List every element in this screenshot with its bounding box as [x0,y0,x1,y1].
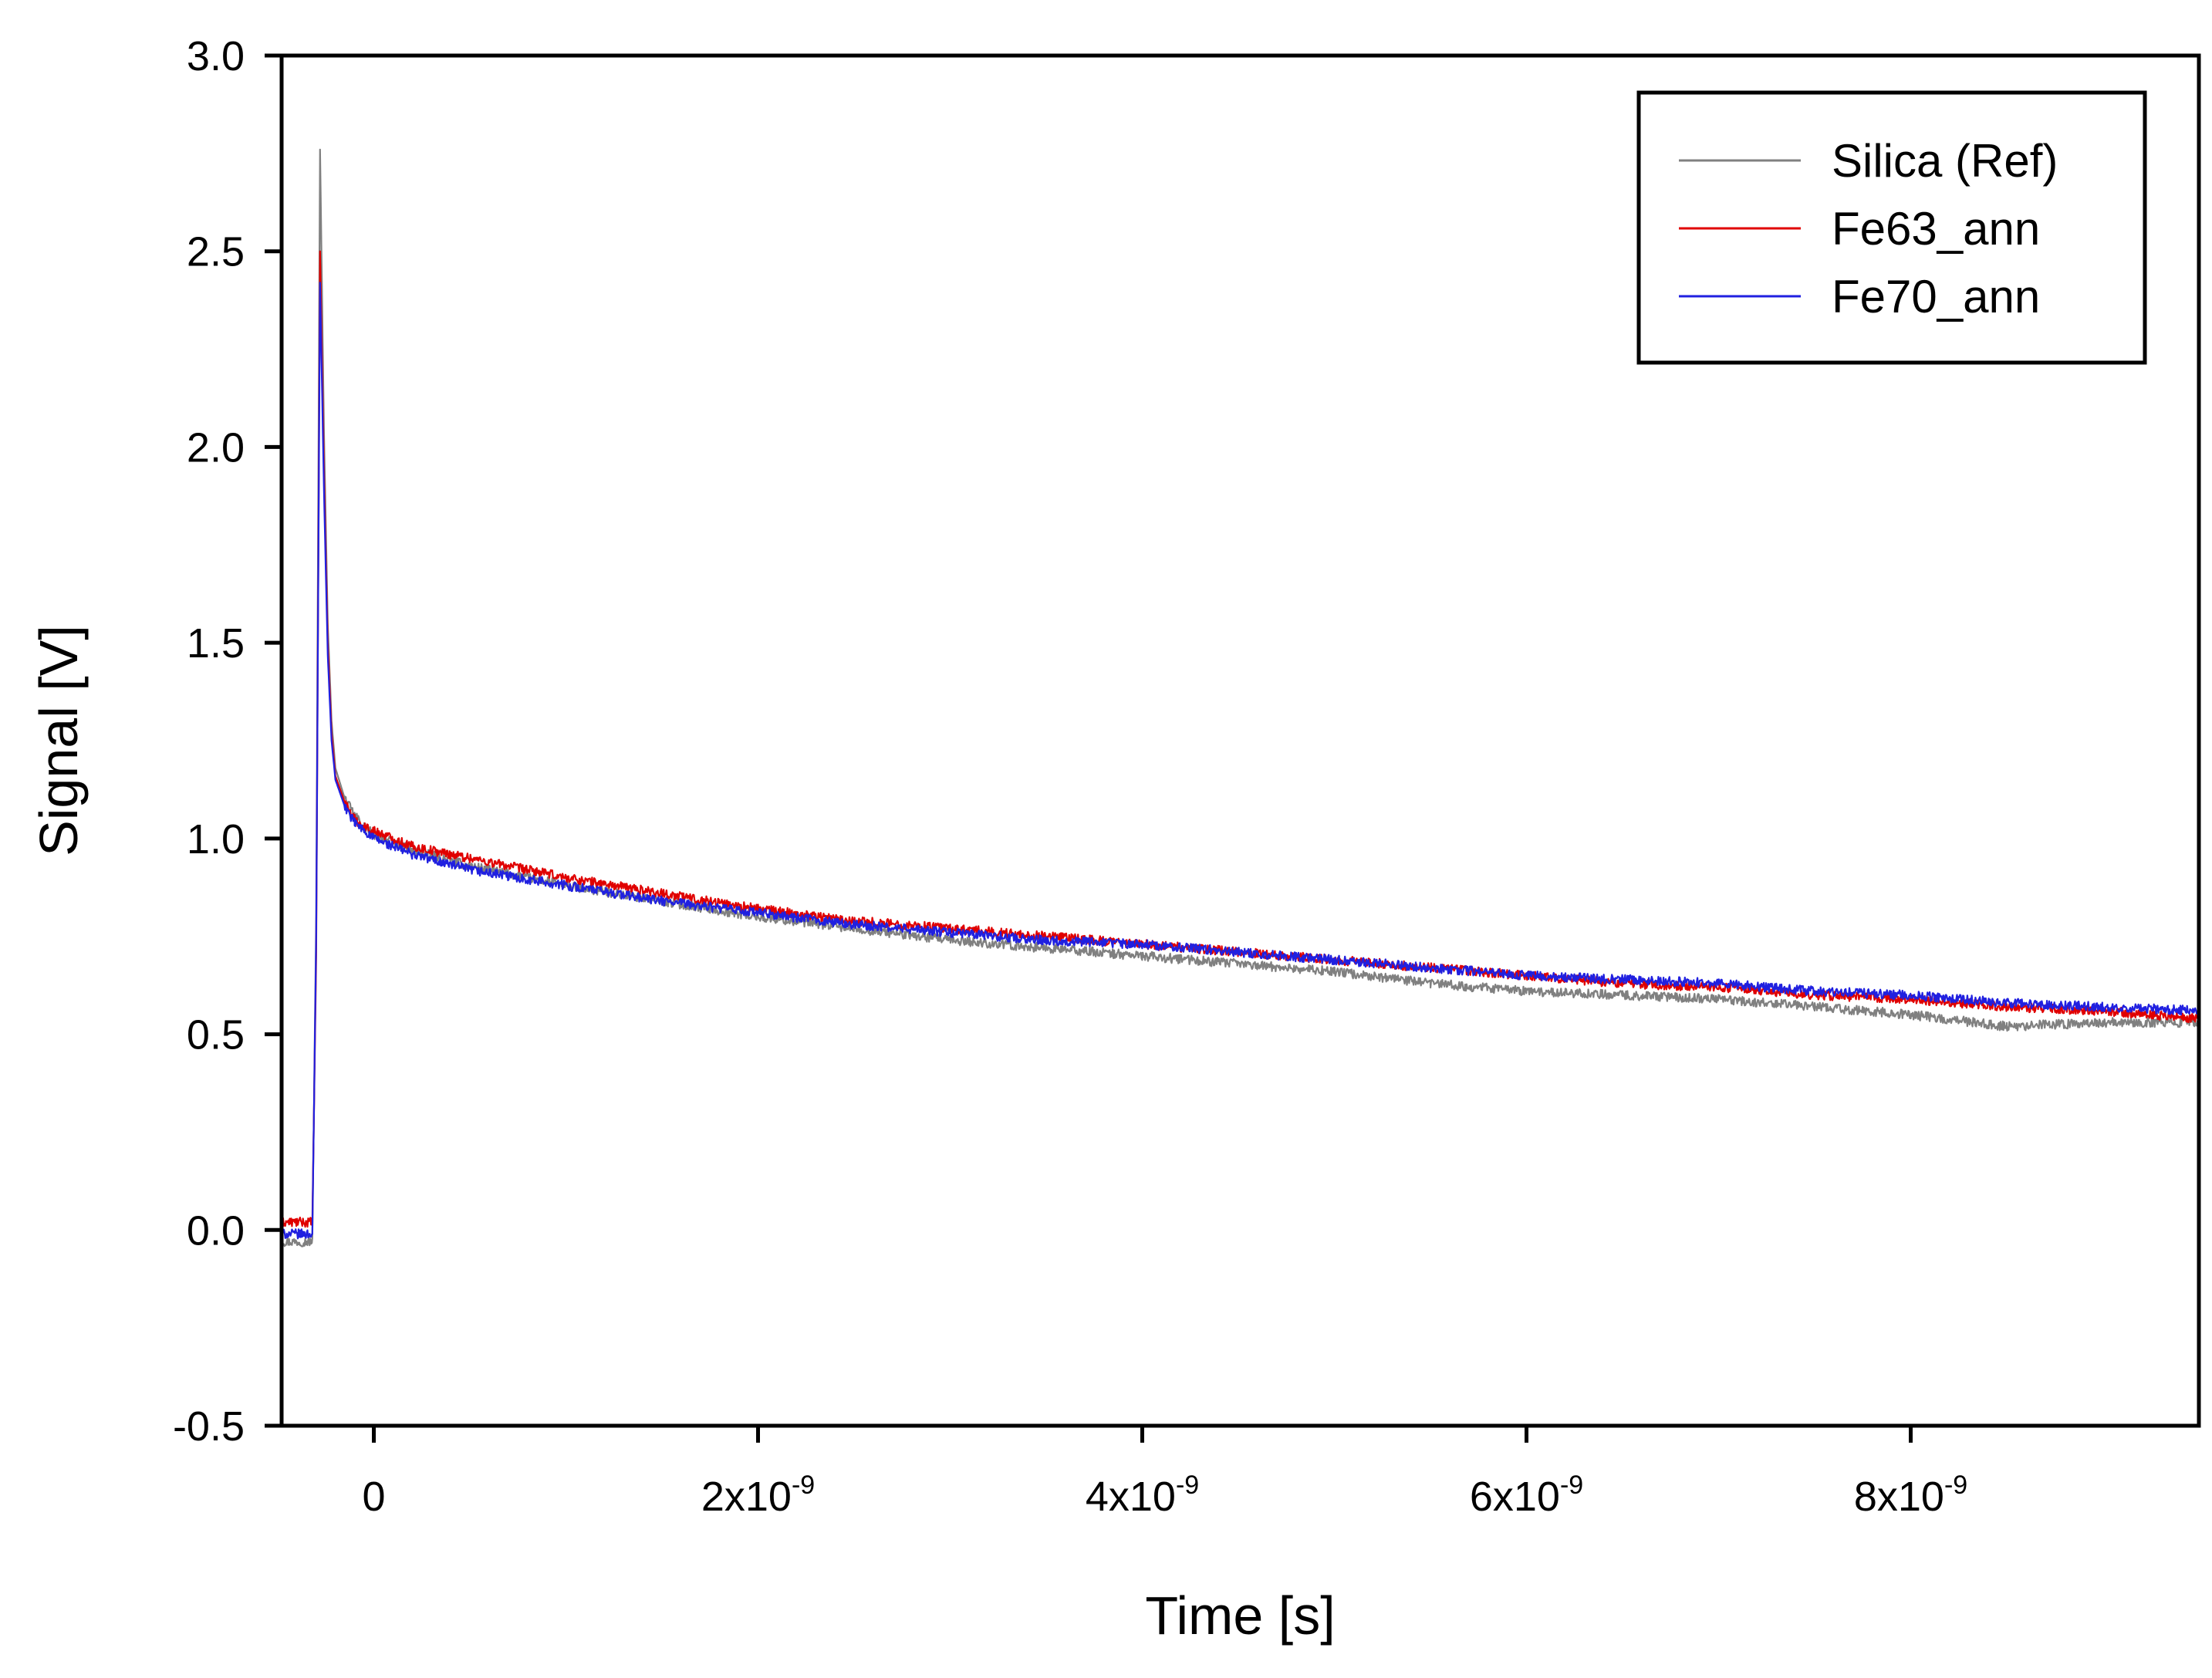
x-tick-label: 2x10-9 [701,1470,815,1520]
legend-label: Fe63_ann [1832,203,2040,255]
y-tick-label: -0.5 [173,1403,245,1450]
y-tick-label: 0.5 [187,1012,245,1058]
x-axis: 0 2x10-9 4x10-9 6x10-9 8x10-9 [362,1426,1967,1520]
legend-label: Fe70_ann [1832,271,2040,322]
y-tick-label: 2.0 [187,424,245,471]
legend-item: Silica (Ref) [1679,135,2058,187]
legend-item: Fe63_ann [1679,203,2040,255]
y-tick-label: 0.0 [187,1207,245,1254]
plot-area-frame [279,53,2201,1428]
y-tick-label: 1.0 [187,816,245,863]
x-axis-title: Time [s] [1145,1585,1335,1646]
y-axis: -0.5 0.0 0.5 1.0 1.5 2.0 2.5 3.0 [173,33,282,1450]
x-tick-label: 6x10-9 [1470,1470,1583,1520]
y-tick-label: 1.5 [187,620,245,667]
legend-label: Silica (Ref) [1832,135,2058,187]
series-layer [282,148,2199,1248]
x-tick-label: 8x10-9 [1854,1470,1967,1520]
y-tick-label: 3.0 [187,33,245,79]
x-tick-label: 4x10-9 [1086,1470,1199,1520]
y-tick-label: 2.5 [187,229,245,275]
x-tick-label: 0 [362,1474,385,1520]
legend: Silica (Ref) Fe63_ann Fe70_ann [1636,90,2147,365]
series-line-fe70-ann [282,282,2199,1240]
legend-item: Fe70_ann [1679,271,2040,322]
y-axis-title: Signal [V] [29,625,89,856]
